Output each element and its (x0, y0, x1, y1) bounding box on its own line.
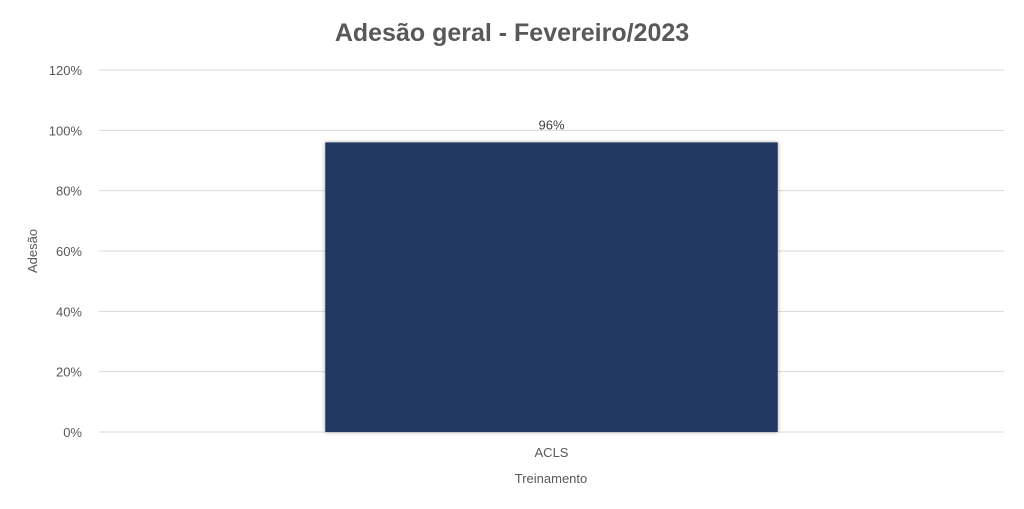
x-tick-label: ACLS (535, 445, 569, 460)
data-labels: 96% (538, 117, 564, 132)
y-tick-label: 0% (63, 425, 82, 440)
y-tick-label: 80% (56, 184, 82, 199)
y-tick-label: 40% (56, 304, 82, 319)
data-label: 96% (538, 117, 564, 132)
y-tick-label: 20% (56, 365, 82, 380)
y-axis-tick-labels: 0% 20% 40% 60% 80% 100% 120% (49, 63, 83, 440)
y-tick-label: 100% (49, 123, 83, 138)
chart-title: Adesão geral - Fevereiro/2023 (335, 19, 689, 47)
y-tick-label: 120% (49, 63, 83, 78)
x-axis-title: Treinamento (515, 471, 588, 486)
y-axis-title: Adesão (25, 229, 40, 273)
bars (325, 142, 778, 432)
bar-acls (325, 142, 778, 432)
y-tick-label: 60% (56, 244, 82, 259)
x-axis-tick-labels: ACLS (535, 445, 569, 460)
